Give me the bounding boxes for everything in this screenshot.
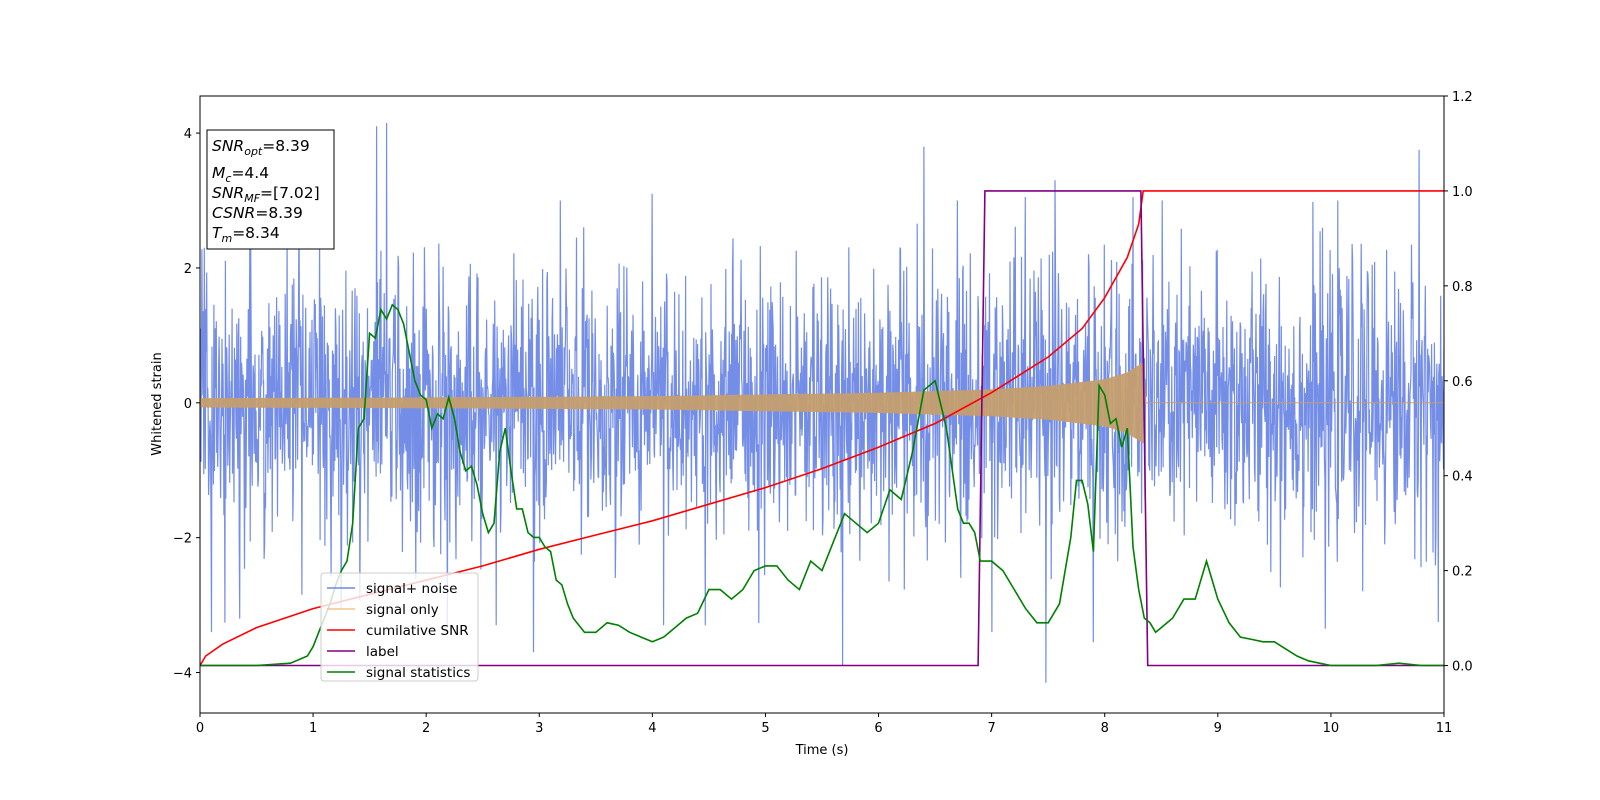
x-tick-label: 7 (987, 721, 995, 736)
x-tick-label: 11 (1436, 721, 1453, 736)
x-axis-label: Time (s) (795, 743, 849, 758)
legend-label: signal statistics (366, 665, 470, 681)
legend-label: signal+ noise (366, 581, 457, 597)
y-left-tick-label: 4 (184, 127, 192, 142)
x-tick-label: 8 (1101, 721, 1109, 736)
x-tick-label: 10 (1323, 721, 1340, 736)
legend-label: label (366, 644, 399, 660)
series-signal-only (200, 362, 1444, 444)
y-axis-label: Whitened strain (150, 352, 165, 455)
y-right-tick-label: 0.6 (1452, 375, 1473, 390)
info-line: CSNR=8.39 (212, 204, 303, 222)
x-tick-label: 0 (196, 721, 204, 736)
info-line: SNRopt=8.39 (212, 137, 310, 158)
x-tick-label: 9 (1214, 721, 1222, 736)
x-tick-label: 5 (761, 721, 769, 736)
x-axis: 0 1 2 3 4 5 6 7 8 9 10 11 (196, 713, 1452, 736)
info-line: SNRMF=[7.02] (212, 184, 320, 205)
info-box-frame (206, 129, 335, 250)
series-labelline (200, 190, 1444, 667)
y-left-tick-label: −4 (173, 667, 192, 682)
x-tick-label: 6 (874, 721, 882, 736)
y-right-tick-label: 0.8 (1452, 280, 1473, 295)
series-cumilative-snrline (200, 190, 1444, 666)
signal-noise-line (200, 122, 1444, 683)
legend-label: cumilative SNR (366, 623, 469, 639)
info-line: Mc=4.4 (212, 164, 269, 185)
plot-frame (199, 95, 1445, 714)
y-left-tick-label: 0 (184, 397, 192, 412)
y-right-tick-label: 0.0 (1452, 660, 1473, 675)
legend-frame (320, 572, 479, 682)
y-left-tick-label: 2 (184, 262, 192, 277)
series-signal-statisticsline (200, 303, 1444, 667)
y-left-tick-label: −2 (173, 532, 192, 547)
x-tick-label: 1 (309, 721, 317, 736)
y-right-tick-label: 1.0 (1452, 185, 1473, 200)
legend: signal+ noise signal only cumilative SNR la… (320, 572, 479, 682)
y-right-tick-label: 0.4 (1452, 470, 1473, 485)
y-axis-right: 1.2 1.0 0.8 0.6 0.4 0.2 0.0 (1444, 90, 1473, 675)
y-right-tick-label: 1.2 (1452, 90, 1473, 105)
signal-only-line (200, 362, 1444, 444)
x-tick-label: 2 (422, 721, 430, 736)
legend-label: signal only (366, 602, 439, 618)
y-axis-left: 4 2 0 −2 −4 (173, 127, 200, 682)
x-tick-label: 3 (535, 721, 543, 736)
info-line: Tm=8.34 (212, 224, 280, 245)
x-tick-label: 4 (648, 721, 656, 736)
series-signal-noise (200, 122, 1444, 683)
series-lines (200, 190, 1444, 667)
y-right-tick-label: 0.2 (1452, 565, 1473, 580)
